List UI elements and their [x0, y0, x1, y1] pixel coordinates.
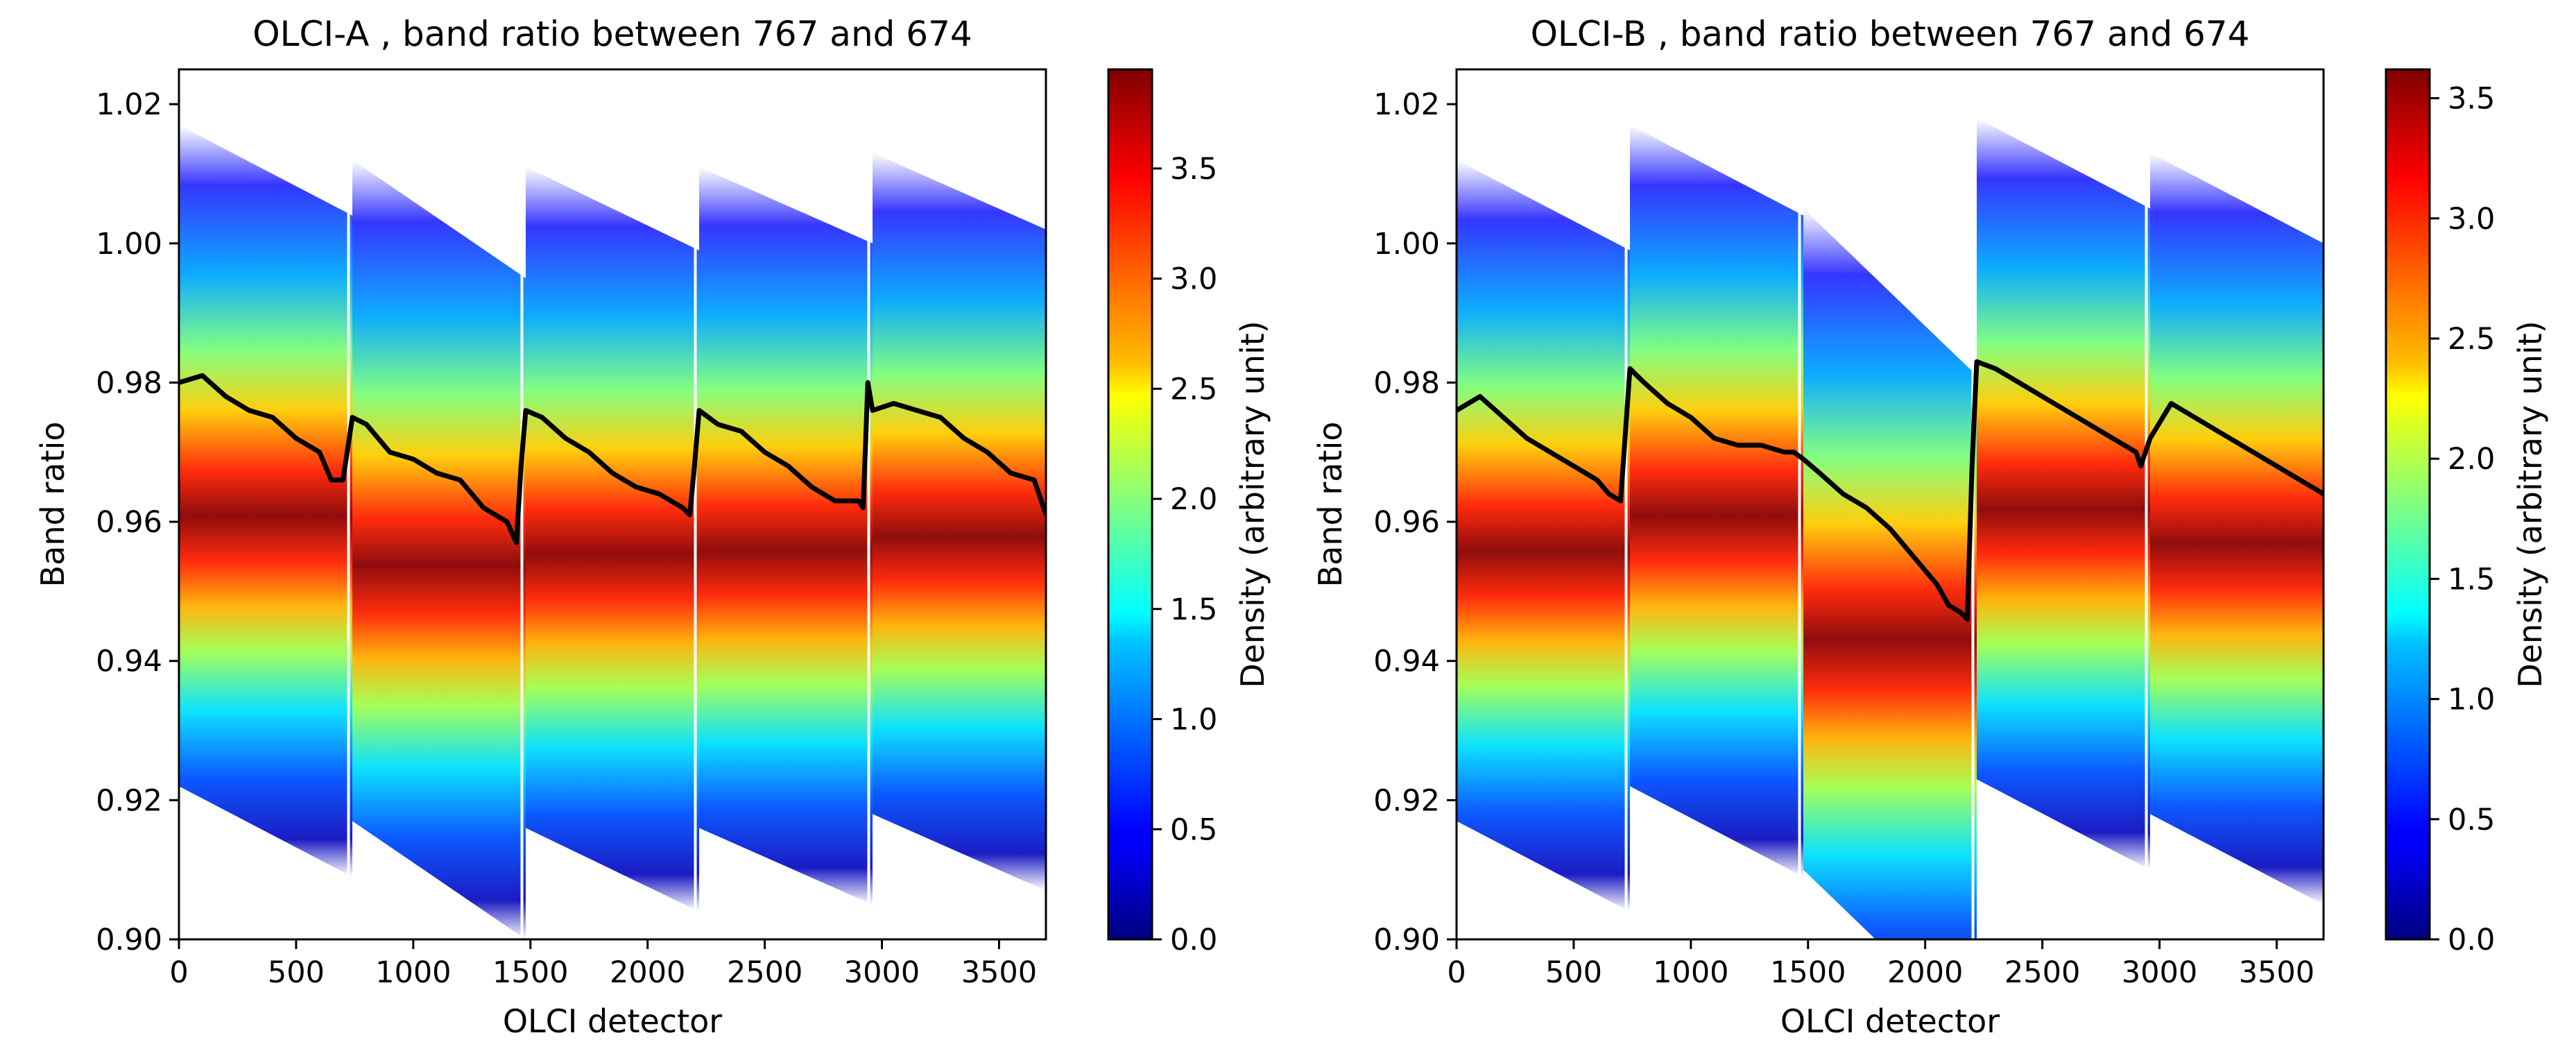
- colorbar-tick-label: 2.5: [1170, 372, 1217, 407]
- colorbar-tick-label: 0.5: [1170, 812, 1217, 847]
- y-tick-label: 0.98: [1373, 366, 1440, 400]
- y-tick-label: 1.02: [96, 87, 162, 122]
- plot-area: [179, 69, 1046, 939]
- x-tick-label: 3000: [844, 955, 920, 990]
- y-tick-label: 0.98: [96, 366, 162, 400]
- density-band-segment: [1977, 118, 2150, 870]
- y-axis-label: Band ratio: [34, 422, 71, 588]
- colorbar-tick-label: 1.0: [2448, 683, 2495, 717]
- density-band-segment: [1803, 208, 1977, 939]
- y-tick-label: 1.02: [1373, 87, 1440, 122]
- x-tick-label: 500: [1545, 955, 1602, 990]
- chart-title: OLCI-A , band ratio between 767 and 674: [252, 14, 972, 54]
- y-tick-label: 0.96: [1373, 505, 1440, 540]
- x-tick-label: 1000: [1653, 955, 1728, 990]
- y-tick-label: 1.00: [96, 227, 162, 262]
- camera-gap: [1624, 69, 1628, 939]
- x-axis-label: OLCI detector: [503, 1002, 722, 1040]
- camera-gap: [694, 69, 697, 939]
- colorbar: [2385, 68, 2431, 941]
- colorbar-tick-label: 1.5: [1170, 592, 1217, 627]
- plot-area: [1457, 69, 2324, 939]
- y-tick-label: 0.90: [96, 923, 162, 957]
- x-tick-label: 3000: [2122, 955, 2197, 990]
- y-axis: 0.90 0.92 0.94 0.96 0.98 1.00 1.02: [1373, 87, 1457, 957]
- density-band-segment: [1630, 125, 1803, 877]
- density-band-segment: [1457, 160, 1630, 912]
- colorbar-tick-label: 0.5: [2448, 803, 2495, 837]
- colorbar: [1107, 68, 1153, 941]
- plot-frame: [178, 68, 1047, 941]
- x-tick-label: 1500: [492, 955, 568, 990]
- colorbar-label: Density (arbitrary unit): [1234, 321, 1271, 688]
- colorbar-tick-label: 2.0: [1170, 482, 1217, 517]
- x-tick-label: 1000: [375, 955, 451, 990]
- plot-frame: [1455, 68, 2325, 941]
- density-band-segment: [873, 153, 1046, 891]
- y-tick-label: 1.00: [1373, 227, 1440, 262]
- panel-olci-b: OLCI-B , band ratio between 767 and 674 …: [1312, 14, 2549, 1040]
- panel-olci-a: OLCI-A , band ratio between 767 and 674 …: [34, 14, 1271, 1040]
- mean-line: [179, 373, 1046, 545]
- mean-line: [1457, 359, 2324, 622]
- y-tick-label: 0.94: [96, 645, 162, 679]
- x-tick-label: 2000: [1887, 955, 1963, 990]
- colorbar-tick-label: 3.0: [1170, 262, 1217, 297]
- density-band-segment: [2150, 153, 2324, 905]
- camera-gap: [2145, 69, 2148, 939]
- colorbar-tick-label: 3.5: [1170, 152, 1217, 187]
- x-tick-label: 2500: [727, 955, 802, 990]
- x-tick-label: 500: [268, 955, 325, 990]
- density-band-segment: [352, 160, 526, 939]
- x-tick-label: 3500: [2239, 955, 2315, 990]
- colorbar-axis: 0.0 0.5 1.0 1.5 2.0 2.5 3.0 3.5: [1152, 152, 1217, 957]
- density-band: [1457, 118, 2324, 939]
- colorbar-tick-label: 2.0: [2448, 442, 2495, 477]
- y-tick-label: 0.94: [1373, 645, 1440, 679]
- x-tick-label: 2000: [610, 955, 685, 990]
- x-tick-label: 0: [169, 955, 188, 990]
- x-tick-label: 3500: [961, 955, 1037, 990]
- x-tick-label: 2500: [2004, 955, 2080, 990]
- y-axis-label: Band ratio: [1312, 422, 1349, 588]
- camera-gap: [1798, 69, 1801, 939]
- y-tick-label: 0.92: [1373, 783, 1440, 818]
- density-band-segment: [179, 125, 352, 877]
- density-band-segment: [526, 167, 699, 912]
- colorbar-tick-label: 3.0: [2448, 202, 2495, 237]
- colorbar-axis: 0.0 0.5 1.0 1.5 2.0 2.5 3.0 3.5: [2430, 82, 2495, 957]
- camera-gap: [520, 69, 524, 939]
- colorbar-label: Density (arbitrary unit): [2511, 321, 2549, 688]
- colorbar-tick-label: 1.5: [2448, 562, 2495, 597]
- x-tick-label: 1500: [1770, 955, 1846, 990]
- camera-gap: [867, 69, 870, 939]
- colorbar-tick-label: 0.0: [2448, 923, 2495, 957]
- colorbar-tick-label: 1.0: [1170, 703, 1217, 737]
- x-axis-label: OLCI detector: [1780, 1002, 2000, 1040]
- y-axis: 0.90 0.92 0.94 0.96 0.98 1.00 1.02: [96, 87, 179, 957]
- y-tick-label: 0.90: [1373, 923, 1440, 957]
- colorbar-tick-label: 2.5: [2448, 322, 2495, 357]
- chart-title: OLCI-B , band ratio between 767 and 674: [1531, 14, 2250, 54]
- camera-gap: [347, 69, 350, 939]
- colorbar-tick-label: 0.0: [1170, 923, 1217, 957]
- colorbar-tick-label: 3.5: [2448, 82, 2495, 117]
- density-band: [179, 125, 1046, 939]
- y-tick-label: 0.92: [96, 783, 162, 818]
- x-axis: 0 500 1000 1500 2000 2500 3000 3500: [1447, 939, 2315, 990]
- density-band-segment: [699, 167, 873, 905]
- x-tick-label: 0: [1447, 955, 1466, 990]
- camera-gaps: [347, 69, 870, 939]
- x-axis: 0 500 1000 1500 2000 2500 3000 3500: [169, 939, 1037, 990]
- y-tick-label: 0.96: [96, 505, 162, 540]
